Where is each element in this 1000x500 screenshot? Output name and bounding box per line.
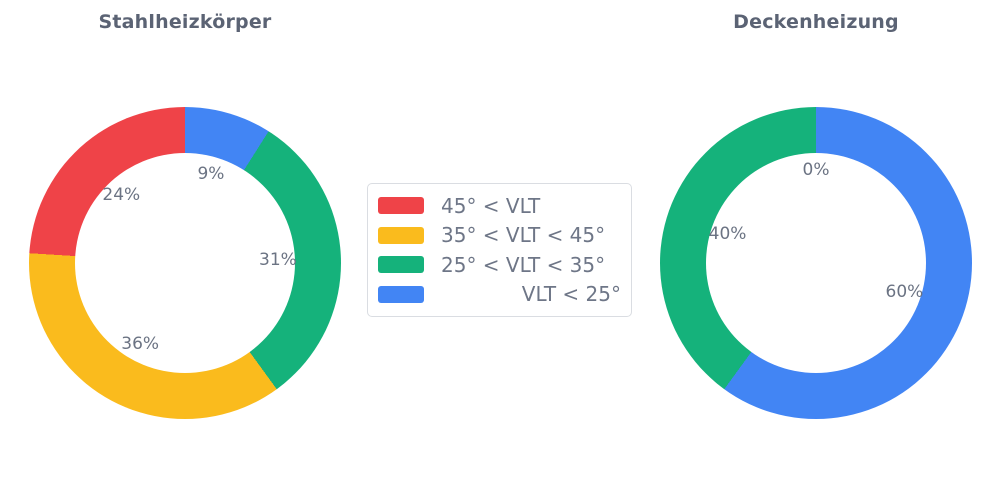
legend-label: 45° < VLT xyxy=(441,193,541,218)
slice-label: 0% xyxy=(802,160,830,180)
slice-label: 9% xyxy=(197,163,225,184)
legend-item-25-35[interactable]: 25° < VLT < 35° xyxy=(378,253,621,277)
slice-label: 24% xyxy=(102,185,141,206)
chart-title-right: Deckenheizung xyxy=(733,11,899,33)
legend-item-vlt-lt-25[interactable]: VLT < 25° xyxy=(378,282,621,306)
slice-label: 36% xyxy=(121,334,160,355)
legend-item-35-45[interactable]: 35° < VLT < 45° xyxy=(378,223,621,247)
yellow-swatch-icon xyxy=(378,226,424,244)
donut-left: 24% 36% 31% 9% xyxy=(29,107,341,419)
blue-swatch-icon xyxy=(378,285,424,303)
donut-chart-stahlheizkoerper: Stahlheizkörper 24% 36% 31% 9% xyxy=(29,0,341,500)
green-swatch-icon xyxy=(378,256,424,274)
donut-chart-deckenheizung: Deckenheizung 0% 40% 60% xyxy=(660,0,972,500)
donut-ring[interactable]: 0% 40% 60% xyxy=(660,107,972,419)
legend-label: 35° < VLT < 45° xyxy=(441,223,606,248)
donut-right: 0% 40% 60% xyxy=(660,107,972,419)
slice-label: 60% xyxy=(885,281,924,302)
donut-hole xyxy=(706,153,926,373)
legend-label: VLT < 25° xyxy=(521,282,621,307)
legend: 45° < VLT 35° < VLT < 45° 25° < VLT < 35… xyxy=(367,183,632,317)
donut-hole xyxy=(75,153,295,373)
slice-label: 40% xyxy=(708,224,747,245)
red-swatch-icon xyxy=(378,197,424,215)
legend-label: 25° < VLT < 35° xyxy=(441,252,606,277)
legend-item-45-lt-vlt[interactable]: 45° < VLT xyxy=(378,194,621,218)
chart-title-left: Stahlheizkörper xyxy=(98,11,272,33)
donut-ring[interactable]: 24% 36% 31% 9% xyxy=(29,107,341,419)
slice-label: 31% xyxy=(259,250,297,271)
